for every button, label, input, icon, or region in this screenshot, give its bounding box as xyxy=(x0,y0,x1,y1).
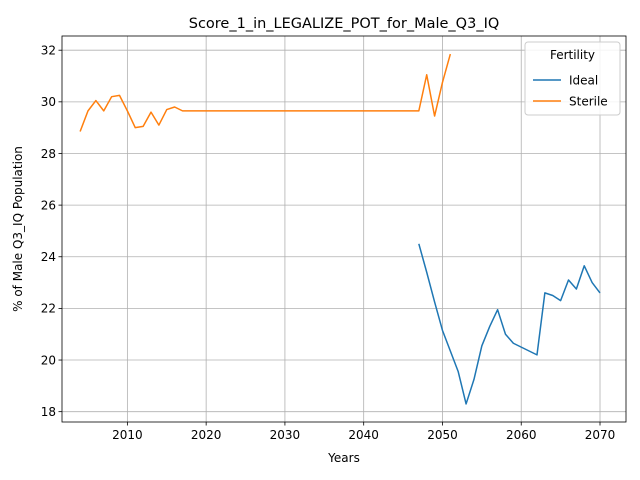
x-tick-label: 2020 xyxy=(191,428,222,442)
legend-box xyxy=(524,41,621,116)
plot-frame xyxy=(61,35,627,423)
y-tick-label: 26 xyxy=(41,198,56,212)
y-tick-label: 18 xyxy=(41,405,56,419)
y-tick-label: 22 xyxy=(41,302,56,316)
series-line-ideal xyxy=(418,243,601,405)
x-tick-label: 2010 xyxy=(112,428,143,442)
legend-title: Fertility xyxy=(550,48,595,62)
x-axis-label: Years xyxy=(327,451,360,465)
chart-title: Score_1_in_LEGALIZE_POT_for_Male_Q3_IQ xyxy=(189,16,500,32)
y-tick-label: 20 xyxy=(41,353,56,367)
x-tick-label: 2070 xyxy=(585,428,616,442)
legend: Fertility Ideal Sterile xyxy=(524,41,621,116)
legend-entries: Ideal Sterile xyxy=(533,73,608,108)
legend-label-ideal: Ideal xyxy=(569,73,598,87)
y-tick-label: 32 xyxy=(41,44,56,58)
y-axis-label: % of Male Q3_IQ Population xyxy=(11,146,25,312)
x-tick-label: 2040 xyxy=(348,428,379,442)
y-tick-label: 28 xyxy=(41,147,56,161)
y-tick-label: 30 xyxy=(41,95,56,109)
axis-ticks: 2010 2020 2030 2040 2050 2060 2070 18 20 22 24 26 28… xyxy=(41,44,616,442)
grid-lines xyxy=(62,36,626,422)
x-tick-label: 2050 xyxy=(427,428,458,442)
y-tick-label: 24 xyxy=(41,250,56,264)
legend-label-sterile: Sterile xyxy=(569,94,608,108)
x-tick-label: 2060 xyxy=(506,428,537,442)
x-tick-label: 2030 xyxy=(270,428,301,442)
series-line-sterile xyxy=(79,53,452,132)
series-lines xyxy=(79,53,601,405)
